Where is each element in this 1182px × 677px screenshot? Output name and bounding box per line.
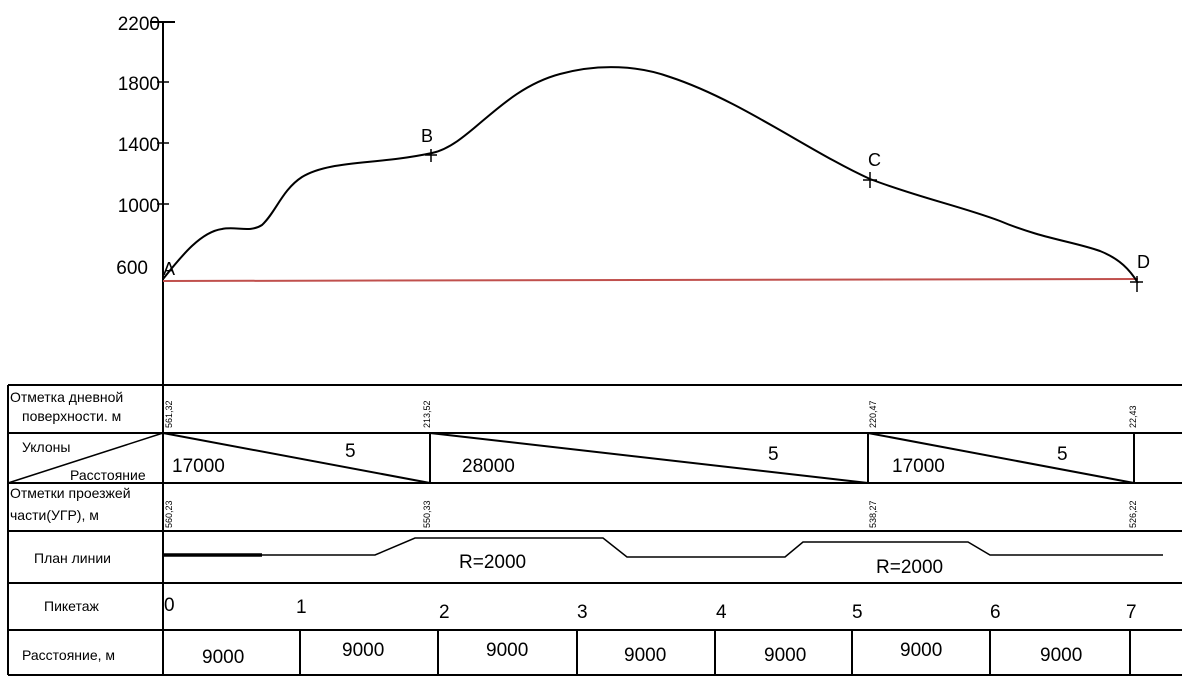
roadway-row-title: части(УГР), м: [10, 507, 99, 523]
point-a-label: A: [163, 259, 175, 279]
plan-curve-radius: R=2000: [459, 552, 526, 573]
picket-label: 3: [577, 602, 588, 623]
surface-elevation-value: 561,32: [164, 400, 174, 428]
distance-value: 9000: [900, 640, 942, 661]
distance-value: 9000: [342, 640, 384, 661]
distance-value: 9000: [1040, 645, 1082, 666]
slope-diagonal: [162, 432, 431, 484]
picket-label: 2: [439, 602, 450, 623]
slope-distance: 17000: [892, 456, 945, 477]
slope-diagonal: [429, 432, 869, 484]
slopes-row-subtitle: Расстояние: [70, 467, 146, 483]
roadway-elevation-value: 526,22: [1128, 500, 1138, 528]
y-tick-label: 600: [116, 258, 148, 279]
roadway-elevation-value: 550,33: [422, 500, 432, 528]
distance-value: 9000: [764, 645, 806, 666]
point-b-label: B: [421, 126, 433, 146]
y-tick-label: 1400: [118, 135, 160, 156]
pickets-row-title: Пикетаж: [44, 598, 100, 614]
surface-elevation-value: 22,43: [1128, 405, 1138, 428]
distance-row-title: Расстояние, м: [22, 647, 115, 663]
distance-value: 9000: [624, 645, 666, 666]
y-tick-label: 1000: [118, 196, 160, 217]
picket-label: 0: [164, 595, 175, 616]
picket-label: 1: [296, 597, 307, 618]
slope-value: 5: [1057, 444, 1068, 465]
design-grade-line: [162, 278, 1139, 282]
distance-value: 9000: [202, 647, 244, 668]
picket-label: 5: [852, 602, 863, 623]
surface-row-title: Отметка дневной: [10, 389, 123, 405]
slope-value: 5: [345, 441, 356, 462]
ground-profile-curve: [162, 66, 1139, 284]
surface-row-title: поверхности. м: [22, 408, 121, 424]
surface-elevation-value: 213,52: [422, 400, 432, 428]
distance-value: 9000: [486, 640, 528, 661]
slope-distance: 28000: [462, 456, 515, 477]
roadway-row-title: Отметки проезжей: [10, 485, 131, 501]
point-d-label: D: [1137, 252, 1150, 272]
picket-label: 6: [990, 602, 1001, 623]
surface-elevation-value: 220,47: [868, 400, 878, 428]
roadway-elevation-value: 560,23: [164, 500, 174, 528]
slope-diagonal: [867, 432, 1135, 484]
roadway-elevation-value: 538,27: [868, 500, 878, 528]
plan-row-title: План линии: [34, 550, 111, 566]
plan-curve-radius: R=2000: [876, 557, 943, 578]
picket-label: 7: [1126, 602, 1137, 623]
picket-label: 4: [716, 602, 727, 623]
y-tick-label: 2200: [118, 14, 160, 35]
slope-value: 5: [768, 444, 779, 465]
slopes-row-title: Уклоны: [22, 439, 70, 455]
y-tick-label: 1800: [118, 74, 160, 95]
point-c-label: C: [868, 150, 881, 170]
slope-distance: 17000: [172, 456, 225, 477]
slope-diagonal: [7, 432, 164, 484]
plan-route-line: [262, 537, 1163, 558]
